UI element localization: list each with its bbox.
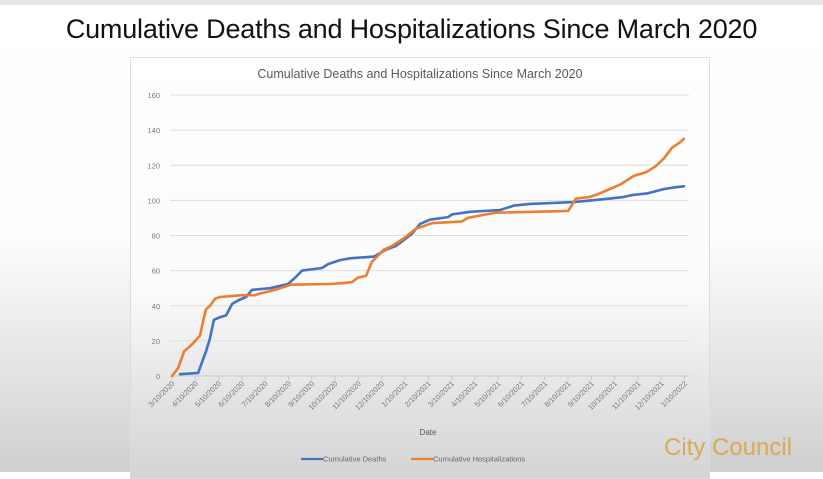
y-tick-label: 140 bbox=[147, 126, 160, 135]
x-axis-label: Date bbox=[420, 428, 437, 437]
y-tick-label: 60 bbox=[152, 267, 160, 276]
x-axis-ticks: 3/10/20204/10/20205/10/20206/10/20207/10… bbox=[146, 376, 689, 412]
y-tick-label: 40 bbox=[152, 302, 160, 311]
y-tick-label: 120 bbox=[147, 161, 160, 170]
slide-top-border bbox=[0, 0, 823, 5]
brand-logo-text: City Council bbox=[664, 434, 793, 461]
legend: Cumulative Deaths Cumulative Hospitalizat… bbox=[301, 455, 525, 464]
y-tick-label: 160 bbox=[147, 91, 160, 100]
series-lines bbox=[170, 137, 686, 378]
series-line-deaths bbox=[178, 185, 686, 376]
y-tick-label: 100 bbox=[147, 196, 160, 205]
legend-item-deaths: Cumulative Deaths bbox=[301, 455, 387, 464]
legend-label: Cumulative Deaths bbox=[323, 455, 387, 464]
legend-label: Cumulative Hospitalizations bbox=[433, 455, 525, 464]
y-tick-label: 20 bbox=[152, 337, 160, 346]
y-axis-ticks: 0 20 40 60 80 100 120 140 160 bbox=[147, 91, 160, 381]
slide-title: Cumulative Deaths and Hospitalizations S… bbox=[65, 14, 758, 44]
y-tick-label: 80 bbox=[152, 232, 160, 241]
gridlines bbox=[170, 94, 689, 377]
chart-container bbox=[130, 57, 710, 479]
legend-item-hospitalizations: Cumulative Hospitalizations bbox=[411, 455, 525, 464]
y-tick-label: 0 bbox=[156, 372, 160, 381]
chart-title: Cumulative Deaths and Hospitalizations S… bbox=[257, 67, 582, 81]
series-line-hospitalizations bbox=[170, 137, 686, 378]
